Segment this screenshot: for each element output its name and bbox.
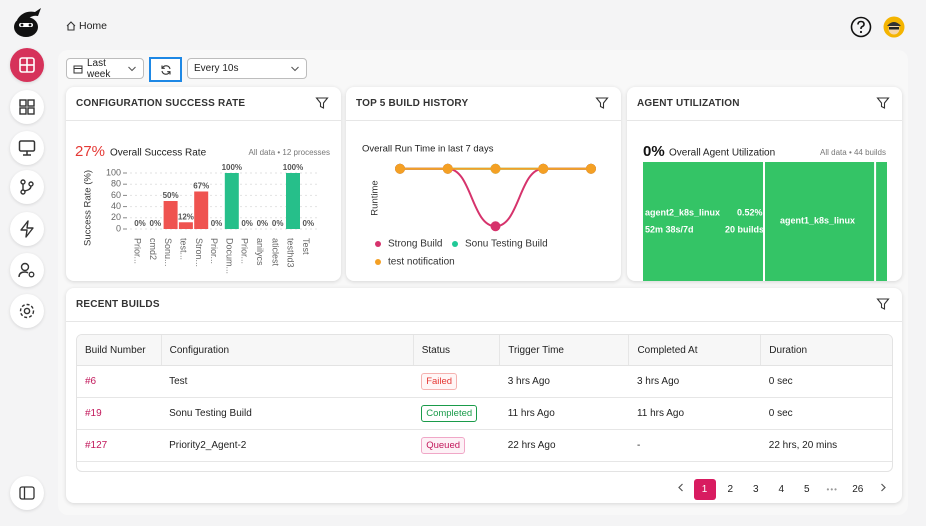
interval-value[interactable]: Every 10s	[194, 63, 239, 74]
filter-icon[interactable]	[595, 96, 609, 110]
card-header: CONFIGURATION SUCCESS RATE	[66, 87, 341, 121]
interval-dropdown[interactable]: Every 10s	[187, 58, 307, 79]
success-rate-card: CONFIGURATION SUCCESS RATE	[66, 87, 341, 281]
card-header: RECENT BUILDS	[66, 288, 902, 322]
status-cell: Queued	[413, 429, 500, 462]
card-header: AGENT UTILIZATION	[627, 87, 902, 121]
table-row: #6 Test Failed 3 hrs Ago 3 hrs Ago 0 sec	[77, 365, 892, 398]
page-button[interactable]: 5	[803, 484, 810, 495]
table-header-row: Build Number Configuration Status Trigger T…	[77, 335, 892, 366]
column-header: Build Number	[77, 335, 162, 366]
card-title: TOP 5 BUILD HISTORY	[356, 98, 469, 109]
help-icon[interactable]	[850, 16, 872, 38]
column-header: Status	[413, 335, 501, 366]
range-value[interactable]: Last week	[87, 57, 111, 80]
page-ellipsis: •••	[826, 485, 838, 494]
nav-dashboard[interactable]	[10, 48, 44, 82]
table-cell: 11 hrs Ago	[499, 397, 629, 430]
sidebar	[0, 0, 55, 526]
table-cell	[161, 461, 414, 471]
column-header: Completed At	[628, 335, 762, 366]
breadcrumb[interactable]: Home	[66, 20, 107, 32]
page-button[interactable]: 26	[852, 484, 864, 495]
status-badge: Completed	[421, 405, 478, 422]
nav-settings[interactable]	[10, 294, 44, 328]
table-row-partial	[77, 461, 892, 471]
table-cell: 3 hrs Ago	[628, 365, 761, 398]
status-badge: Failed	[421, 373, 458, 390]
range-dropdown[interactable]: Last week	[66, 57, 144, 80]
nav-collapse[interactable]	[10, 476, 44, 510]
table-row: #19 Sonu Testing Build Completed 11 hrs Ago…	[77, 397, 892, 430]
pagination: 1 2 3 4 5 ••• 26	[668, 479, 896, 500]
filter-icon[interactable]	[876, 297, 890, 311]
nav-users[interactable]	[10, 253, 44, 287]
column-header: Trigger Time	[499, 335, 630, 366]
breadcrumb-home[interactable]: Home	[79, 20, 108, 32]
table-cell	[760, 461, 892, 471]
card-header: TOP 5 BUILD HISTORY	[346, 87, 621, 121]
card-title: RECENT BUILDS	[76, 299, 160, 310]
table-cell: 11 hrs Ago	[628, 397, 761, 430]
avatar[interactable]	[883, 16, 905, 38]
nav-branches[interactable]	[10, 170, 44, 204]
nav-grid[interactable]	[10, 90, 44, 124]
table-cell: Test	[161, 365, 414, 398]
next-page[interactable]	[871, 479, 897, 500]
status-badge: Queued	[421, 437, 466, 454]
table-cell	[628, 461, 761, 471]
prev-page[interactable]	[668, 479, 694, 500]
card-title: CONFIGURATION SUCCESS RATE	[76, 98, 246, 109]
refresh-button[interactable]	[149, 57, 182, 82]
build-link[interactable]: #127	[77, 429, 162, 462]
table-cell	[413, 461, 500, 471]
builds-table: Build Number Configuration Status Trigger T…	[77, 335, 892, 471]
recent-builds-card: RECENT BUILDS Build Number Configuration S…	[66, 288, 902, 503]
card-title: AGENT UTILIZATION	[637, 98, 740, 109]
table-cell: Priority2_Agent-2	[161, 429, 414, 462]
table-cell: 22 hrs, 20 mins	[760, 429, 892, 462]
table-cell	[499, 461, 629, 471]
page-button[interactable]: 1	[693, 479, 716, 500]
column-header: Configuration	[161, 335, 414, 366]
page-button[interactable]: 3	[752, 484, 759, 495]
table-cell: 0 sec	[760, 397, 892, 430]
table-container: Build Number Configuration Status Trigger T…	[76, 334, 893, 472]
logo[interactable]	[11, 6, 43, 40]
page-button[interactable]: 2	[727, 484, 734, 495]
table-cell: -	[628, 429, 761, 462]
table-cell: 22 hrs Ago	[499, 429, 629, 462]
table-cell: 0 sec	[760, 365, 892, 398]
nav-monitor[interactable]	[10, 131, 44, 165]
column-header: Duration	[760, 335, 892, 366]
table-body: #6 Test Failed 3 hrs Ago 3 hrs Ago 0 sec #19 So…	[77, 365, 892, 471]
page-button[interactable]: 4	[778, 484, 785, 495]
table-cell: 3 hrs Ago	[499, 365, 629, 398]
build-link[interactable]: #19	[77, 397, 162, 430]
table-cell	[77, 461, 162, 471]
table-row: #127 Priority2_Agent-2 Queued 22 hrs Ago -22…	[77, 429, 892, 462]
status-cell: Failed	[413, 365, 500, 398]
agent-utilization-card: AGENT UTILIZATION	[627, 87, 902, 281]
build-link[interactable]: #6	[77, 365, 162, 398]
filter-icon[interactable]	[876, 96, 890, 110]
build-history-card: TOP 5 BUILD HISTORY	[346, 87, 621, 281]
filter-icon[interactable]	[315, 96, 329, 110]
table-cell: Sonu Testing Build	[161, 397, 414, 430]
nav-triggers[interactable]	[10, 212, 44, 246]
status-cell: Completed	[413, 397, 500, 430]
